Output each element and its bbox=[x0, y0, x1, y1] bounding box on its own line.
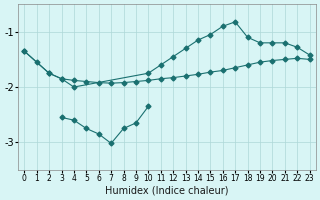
X-axis label: Humidex (Indice chaleur): Humidex (Indice chaleur) bbox=[105, 186, 229, 196]
